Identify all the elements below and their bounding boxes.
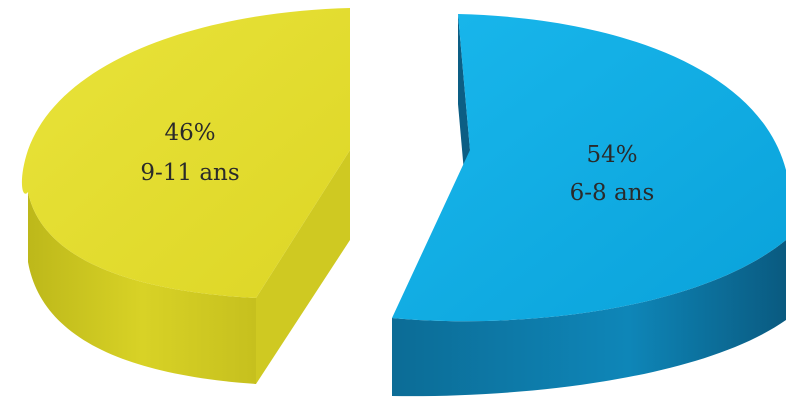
slice-9-11-ans-cut-face	[256, 150, 350, 384]
slice-6-8-ans-label: 6-8 ans	[570, 180, 655, 206]
slice-6-8-ans-value: 54%	[586, 142, 637, 168]
slice-6-8-ans-top	[392, 14, 786, 322]
slice-9-11-ans-side	[28, 192, 256, 384]
slice-6-8-ans: 54% 6-8 ans	[392, 14, 786, 397]
slice-6-8-ans-side	[392, 240, 786, 397]
slice-9-11-ans-value: 46%	[164, 120, 215, 146]
slice-9-11-ans-label: 9-11 ans	[140, 160, 239, 186]
slice-9-11-ans: 46% 9-11 ans	[21, 8, 350, 384]
slice-9-11-ans-top	[21, 8, 350, 298]
